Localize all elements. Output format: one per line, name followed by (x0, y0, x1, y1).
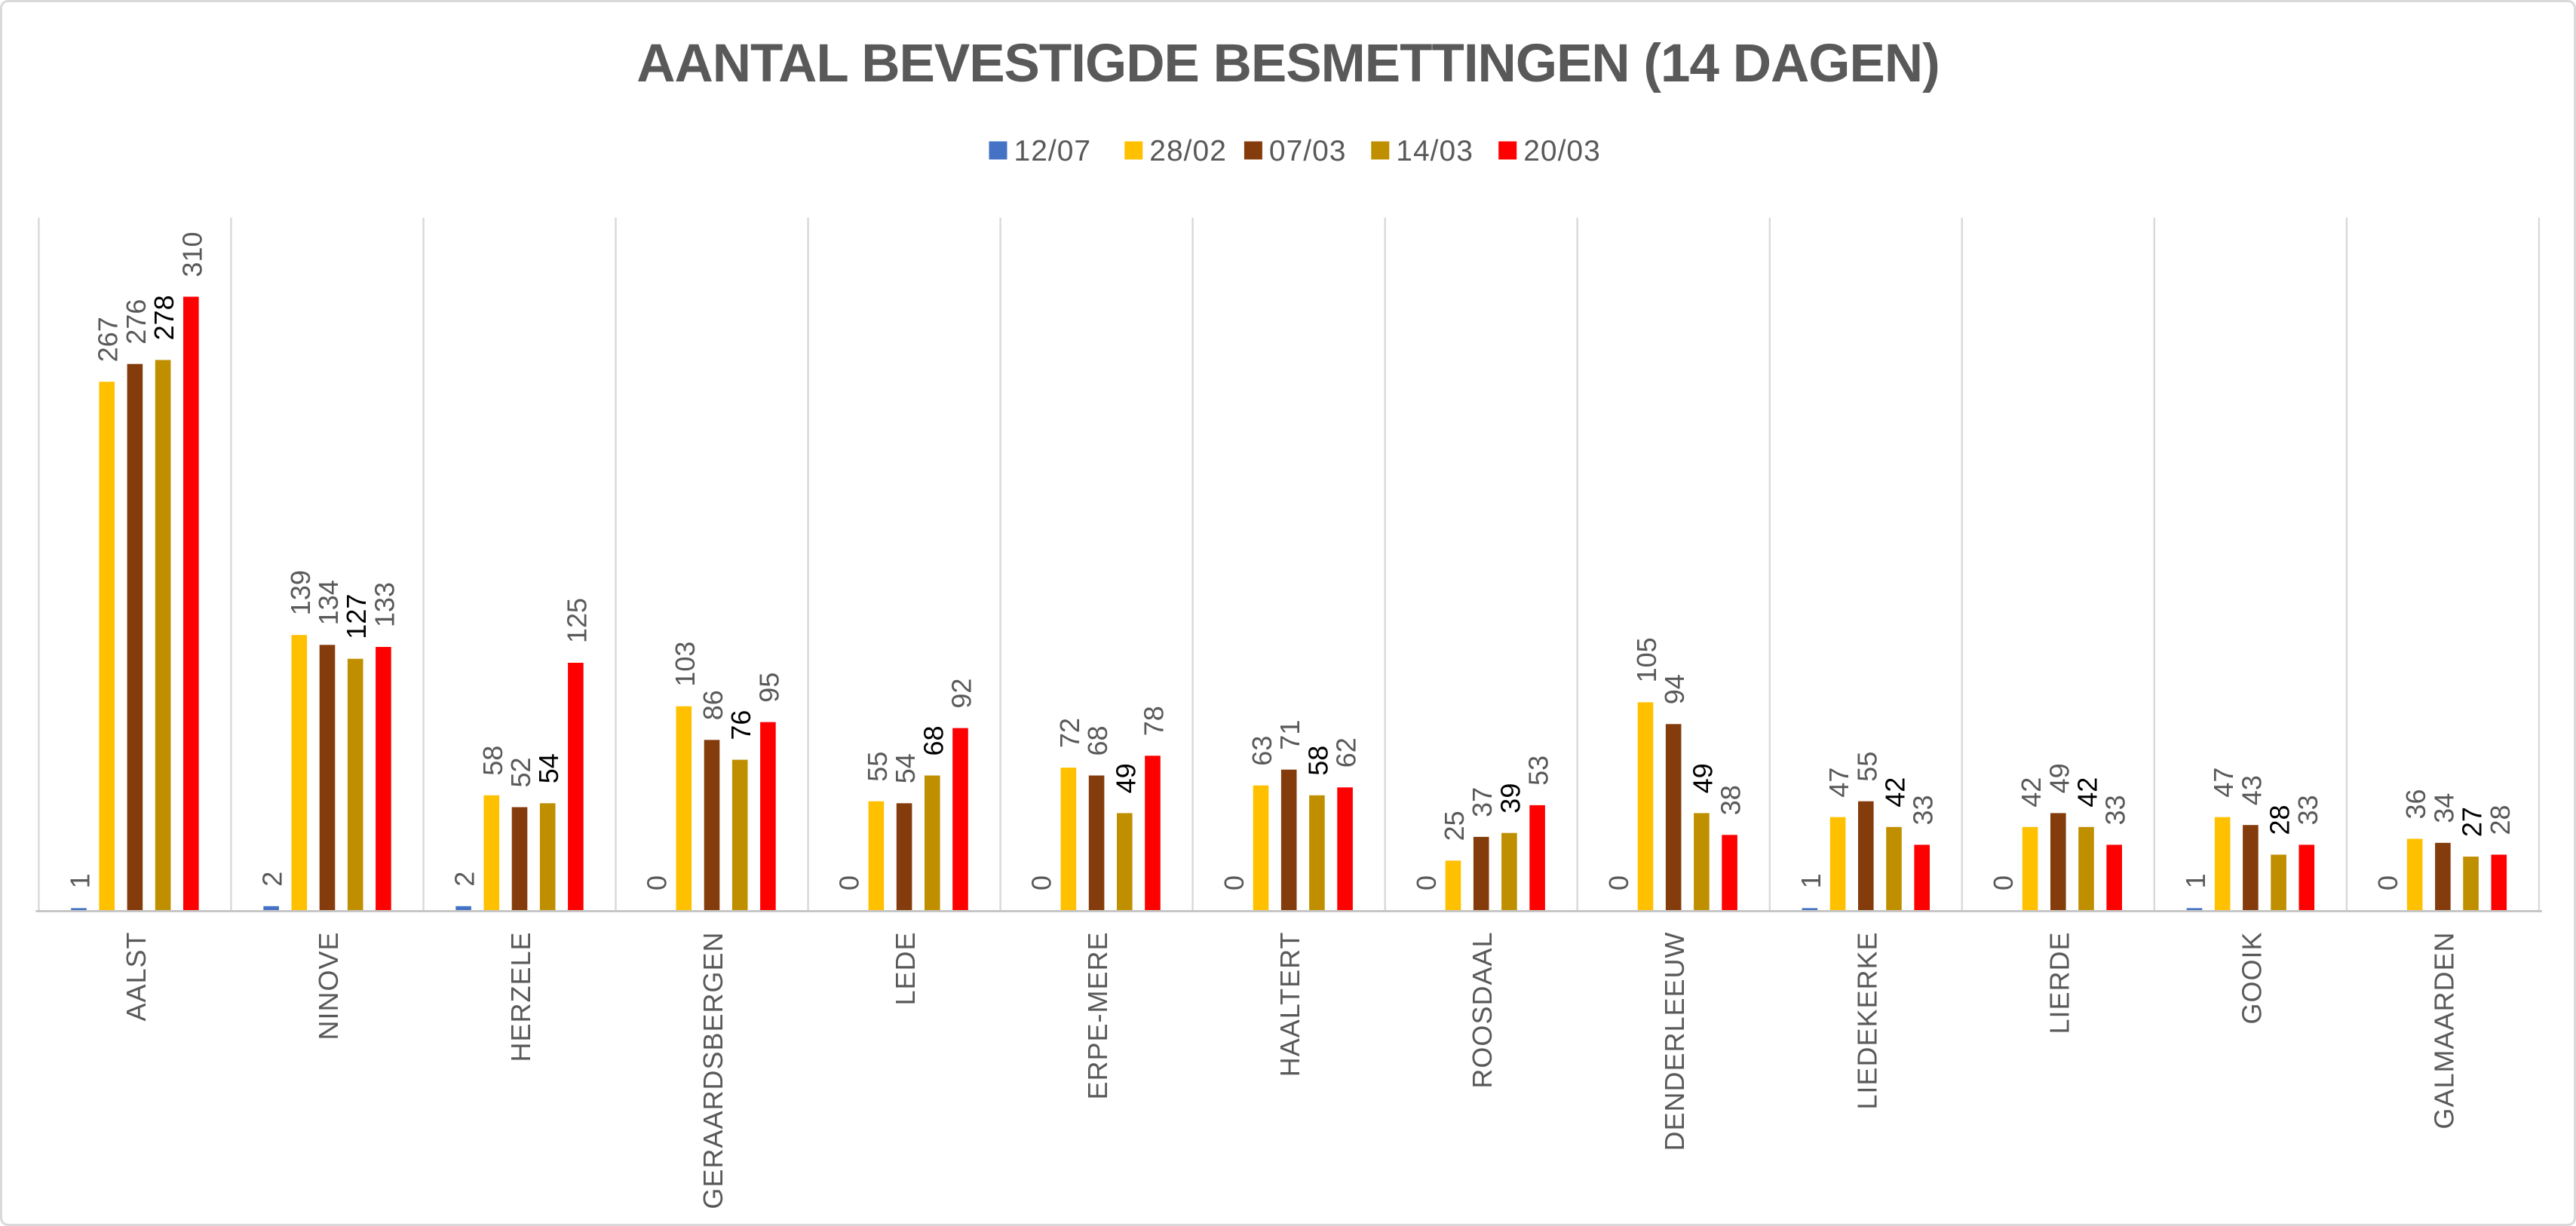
svg-text:42: 42 (2072, 777, 2103, 808)
svg-text:278: 278 (149, 295, 179, 340)
svg-text:14/03: 14/03 (1396, 135, 1474, 167)
svg-text:68: 68 (1082, 725, 1113, 756)
svg-text:49: 49 (2044, 763, 2075, 793)
svg-text:LIERDE: LIERDE (2044, 932, 2075, 1034)
svg-text:133: 133 (369, 582, 400, 627)
svg-text:33: 33 (1908, 795, 1939, 825)
svg-text:AANTAL BEVESTIGDE BESMETTINGEN: AANTAL BEVESTIGDE BESMETTINGEN (14 DAGEN… (636, 34, 1940, 93)
svg-text:AALST: AALST (121, 932, 152, 1022)
svg-text:25: 25 (1439, 811, 1470, 841)
svg-text:33: 33 (2292, 795, 2323, 825)
svg-text:86: 86 (698, 690, 728, 720)
svg-text:1: 1 (1796, 873, 1826, 888)
svg-text:43: 43 (2236, 775, 2267, 805)
svg-text:276: 276 (121, 299, 152, 345)
svg-text:310: 310 (176, 231, 207, 277)
svg-text:LEDE: LEDE (890, 932, 921, 1006)
svg-text:0: 0 (1026, 875, 1057, 890)
svg-text:94: 94 (1659, 674, 1690, 704)
svg-text:72: 72 (1054, 718, 1085, 748)
svg-text:27: 27 (2457, 807, 2488, 837)
svg-text:54: 54 (533, 753, 564, 783)
svg-text:ROOSDAAL: ROOSDAAL (1467, 932, 1498, 1089)
svg-text:GERAARDSBERGEN: GERAARDSBERGEN (698, 932, 728, 1209)
svg-text:55: 55 (1851, 752, 1882, 782)
svg-text:58: 58 (1302, 746, 1333, 776)
svg-text:55: 55 (862, 752, 893, 782)
svg-text:47: 47 (1823, 768, 1854, 798)
svg-text:DENDERLEEUW: DENDERLEEUW (1659, 932, 1690, 1151)
svg-text:34: 34 (2428, 793, 2459, 823)
svg-text:07/03: 07/03 (1269, 135, 1347, 167)
svg-text:103: 103 (670, 642, 701, 687)
svg-text:0: 0 (1411, 875, 1442, 890)
svg-text:37: 37 (1467, 787, 1498, 817)
svg-text:0: 0 (1988, 875, 2019, 890)
svg-text:39: 39 (1495, 783, 1526, 814)
svg-text:ERPE-MERE: ERPE-MERE (1082, 932, 1113, 1100)
svg-text:53: 53 (1523, 756, 1554, 786)
svg-text:0: 0 (834, 875, 865, 890)
svg-text:HAALTERT: HAALTERT (1274, 932, 1305, 1077)
svg-text:1: 1 (2180, 873, 2211, 888)
svg-text:28/02: 28/02 (1149, 135, 1227, 167)
svg-text:0: 0 (1219, 875, 1250, 890)
svg-text:68: 68 (918, 725, 949, 756)
svg-text:12/07: 12/07 (1014, 135, 1092, 167)
svg-text:62: 62 (1331, 737, 1362, 768)
svg-text:267: 267 (93, 317, 124, 362)
svg-text:HERZELE: HERZELE (505, 932, 536, 1062)
svg-text:47: 47 (2208, 768, 2239, 798)
svg-text:134: 134 (313, 580, 344, 625)
svg-text:2: 2 (449, 872, 480, 887)
svg-text:LIEDEKERKE: LIEDEKERKE (1851, 932, 1882, 1110)
svg-text:49: 49 (1110, 763, 1141, 793)
svg-text:0: 0 (642, 875, 673, 890)
svg-text:28: 28 (2485, 805, 2516, 835)
svg-text:2: 2 (257, 872, 288, 887)
svg-text:95: 95 (753, 673, 784, 703)
svg-text:105: 105 (1631, 637, 1662, 682)
svg-text:125: 125 (561, 598, 592, 643)
svg-text:38: 38 (1716, 785, 1746, 815)
svg-text:GOOIK: GOOIK (2236, 932, 2267, 1025)
svg-text:0: 0 (2372, 875, 2403, 890)
svg-text:1: 1 (65, 873, 96, 888)
svg-text:0: 0 (1603, 875, 1634, 890)
svg-text:NINOVE: NINOVE (313, 932, 344, 1041)
svg-text:49: 49 (1687, 763, 1718, 793)
svg-text:20/03: 20/03 (1523, 135, 1601, 167)
svg-text:33: 33 (2100, 795, 2131, 825)
svg-text:139: 139 (285, 570, 316, 615)
svg-text:42: 42 (1880, 777, 1911, 808)
svg-text:58: 58 (477, 746, 508, 776)
svg-text:52: 52 (505, 757, 536, 787)
svg-text:36: 36 (2400, 789, 2431, 819)
svg-text:54: 54 (890, 753, 921, 783)
svg-text:78: 78 (1139, 706, 1170, 736)
svg-text:GALMAARDEN: GALMAARDEN (2428, 932, 2459, 1129)
svg-text:71: 71 (1274, 720, 1305, 750)
svg-text:42: 42 (2016, 777, 2047, 808)
svg-text:92: 92 (946, 679, 977, 709)
svg-text:127: 127 (341, 594, 372, 639)
svg-text:28: 28 (2265, 805, 2295, 835)
svg-text:76: 76 (725, 710, 756, 740)
svg-text:63: 63 (1247, 736, 1277, 766)
